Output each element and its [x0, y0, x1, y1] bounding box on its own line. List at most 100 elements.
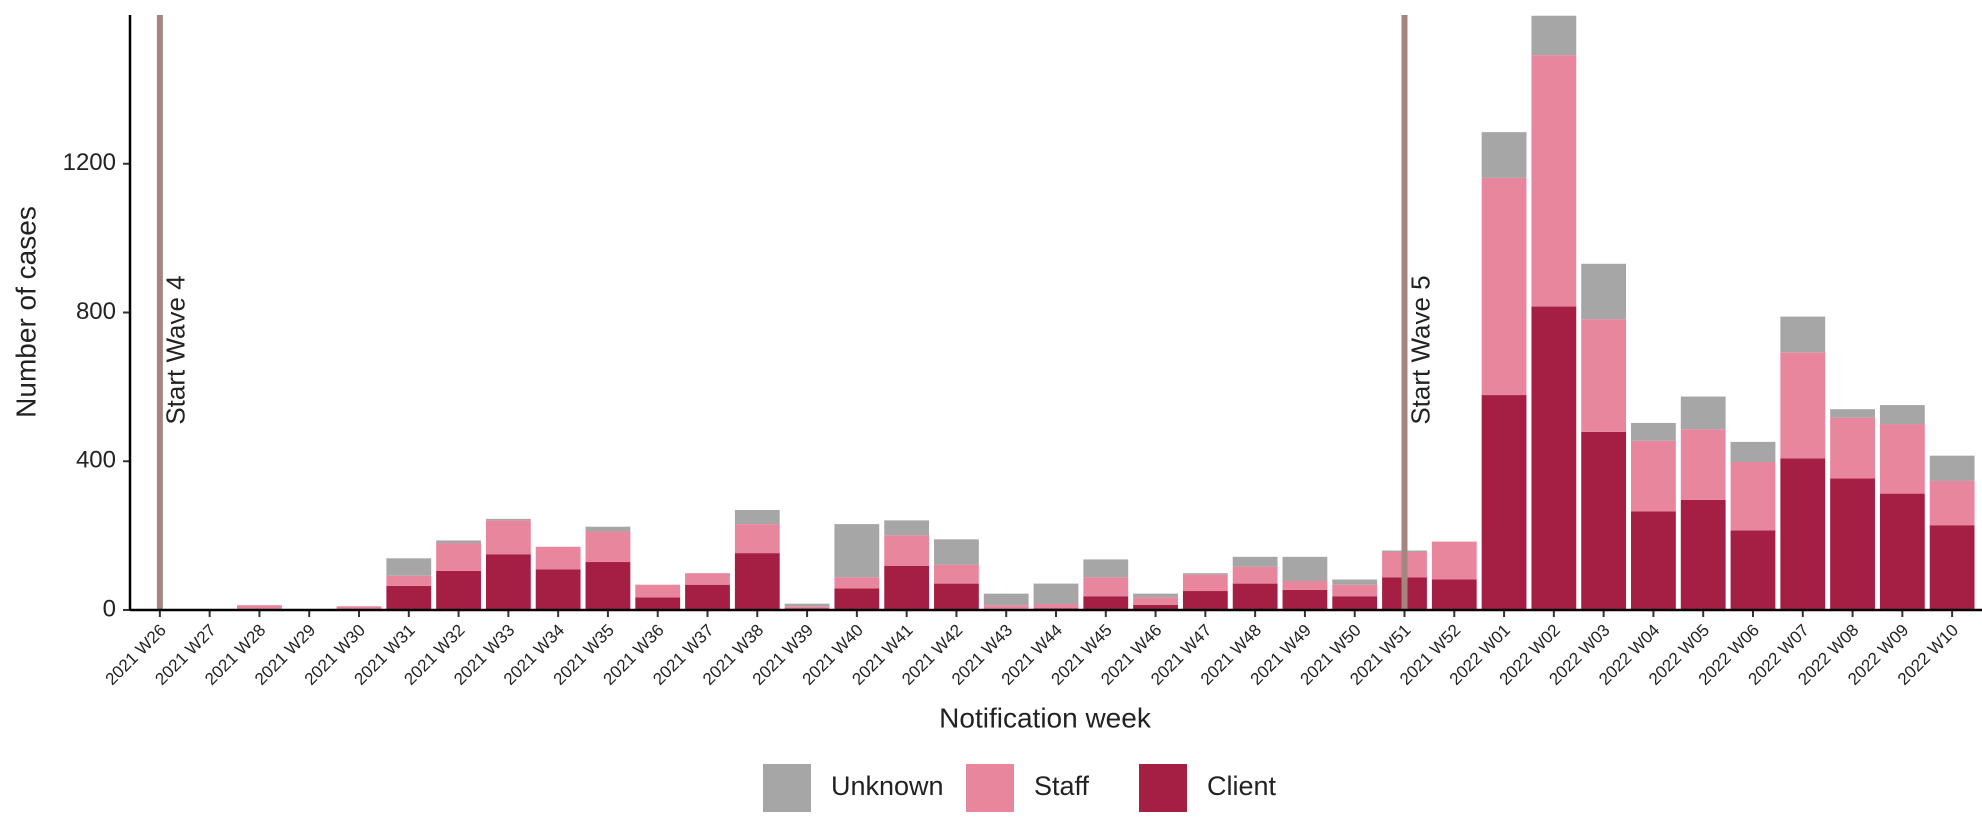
bar-segment [1680, 499, 1726, 610]
bar-segment [1083, 596, 1129, 610]
bar-segment [1182, 591, 1228, 610]
x-axis-title: Notification week [939, 702, 1152, 733]
bar-segment [1780, 352, 1826, 459]
bar-segment [934, 564, 979, 584]
bar-segment [934, 583, 979, 610]
bar-segment [1531, 306, 1577, 610]
bar-segment [884, 565, 930, 610]
bar-segment [635, 584, 681, 598]
bar-segment [983, 593, 1029, 606]
bar-segment [1879, 493, 1925, 610]
y-tick-label: 800 [76, 298, 116, 325]
bar-segment [237, 605, 282, 609]
bar-segment [1083, 559, 1129, 578]
legend-label: Unknown [831, 771, 944, 801]
bar-segment [1581, 431, 1627, 610]
bar-segment [1631, 422, 1676, 441]
bar-segment [1879, 405, 1925, 425]
bar-segment [685, 573, 730, 585]
bar-segment [1083, 577, 1129, 597]
bar-segment [1481, 132, 1527, 178]
bar-segment [734, 553, 780, 610]
bar-segment [485, 518, 531, 521]
bar-segment [1232, 566, 1278, 584]
bar-segment [1431, 579, 1477, 610]
bar-segment [1830, 417, 1875, 479]
y-axis-title: Number of cases [10, 206, 41, 418]
bar-segment [1929, 480, 1975, 526]
bar-segment [1680, 396, 1726, 430]
bar-segment [1133, 604, 1178, 610]
bar-segment [1531, 15, 1577, 56]
bar-segment [436, 570, 481, 610]
bar-segment [386, 585, 432, 610]
bar-segment [685, 584, 730, 610]
bar-segment [983, 605, 1029, 609]
bar-segment [1282, 556, 1328, 581]
bar-segment [1830, 478, 1875, 610]
bar-segment [1282, 580, 1328, 590]
bar-segment [1033, 583, 1079, 605]
bar-segment [485, 520, 531, 555]
wave-label: Start Wave 4 [161, 275, 191, 424]
bar-segment [934, 539, 979, 565]
bar-segment [436, 540, 481, 544]
bar-segment [1133, 597, 1178, 605]
bar-segment [1581, 319, 1627, 432]
bar-segment [436, 543, 481, 571]
legend-label: Staff [1034, 771, 1090, 801]
bar-segment [1780, 458, 1826, 610]
bar-segment [585, 531, 631, 563]
bar-segment [1631, 511, 1676, 610]
bar-segment [1830, 409, 1875, 418]
bar-segment [1780, 316, 1826, 353]
bar-segment [784, 606, 830, 609]
bar-segment [1730, 530, 1776, 610]
bar-segment [585, 526, 631, 532]
bar-segment [1332, 584, 1378, 597]
y-tick-label: 400 [76, 447, 116, 474]
bar-segment [635, 597, 681, 610]
bar-segment [1680, 429, 1726, 500]
bar-segment [1730, 461, 1776, 531]
bar-segment [1182, 573, 1228, 575]
legend-label: Client [1207, 771, 1277, 801]
bar-segment [1730, 441, 1776, 462]
bar-segment [834, 577, 880, 589]
bar-segment [1481, 177, 1527, 396]
bar-segment [386, 575, 432, 586]
bar-segment [1332, 579, 1378, 585]
y-tick-label: 0 [103, 595, 116, 622]
bar-segment [336, 606, 382, 610]
bar-segment [1531, 55, 1577, 307]
bar-segment [1929, 455, 1975, 481]
wave-label: Start Wave 5 [1405, 275, 1435, 424]
bar-segment [1232, 556, 1278, 567]
bar-segment [1581, 263, 1627, 320]
legend-key [1139, 764, 1187, 812]
bar-segment [1133, 593, 1178, 598]
legend-key [763, 764, 811, 812]
legend-key [966, 764, 1014, 812]
bar-segment [1282, 589, 1328, 610]
bar-segment [386, 558, 432, 576]
bar-segment [884, 520, 930, 536]
bar-segment [1332, 596, 1378, 610]
bar-segment [1879, 424, 1925, 494]
bar-segment [784, 603, 830, 607]
bar-segment [535, 569, 581, 610]
bar-segment [1232, 583, 1278, 610]
bar-segment [734, 509, 780, 525]
bar-segment [834, 524, 880, 578]
bar-segment [1481, 395, 1527, 610]
bar-segment [834, 588, 880, 610]
bar-segment [585, 562, 631, 610]
bar-segment [1431, 541, 1477, 580]
bar-segment [1929, 525, 1975, 610]
bar-segment [1631, 440, 1676, 512]
bar-segment [1182, 574, 1228, 592]
bar-segment [485, 554, 531, 610]
bar-segment [734, 524, 780, 554]
bar-segment [1033, 604, 1079, 609]
